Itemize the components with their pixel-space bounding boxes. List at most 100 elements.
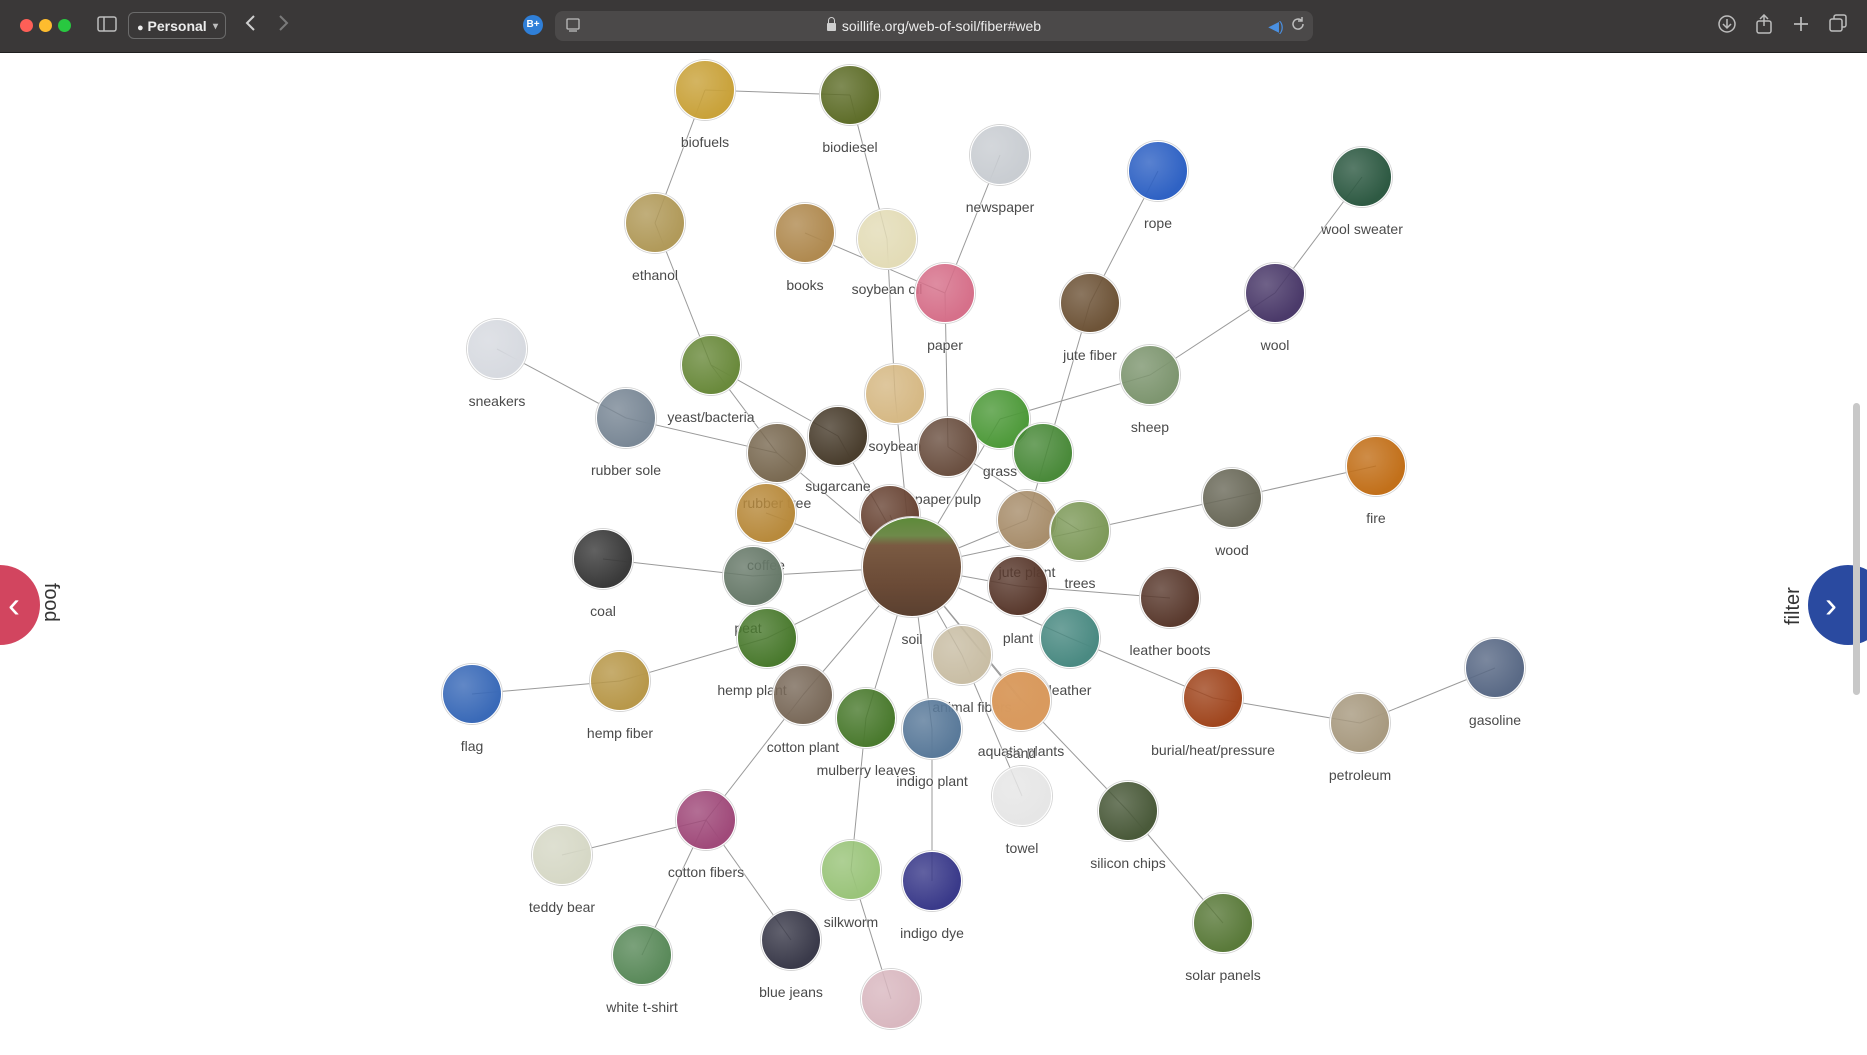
tabs-overview-icon[interactable]	[1826, 14, 1850, 38]
node-mulberry-leaves[interactable]	[836, 688, 896, 748]
node-label[interactable]: hemp plant	[717, 682, 787, 698]
node-label[interactable]: petroleum	[1328, 767, 1392, 783]
node-label[interactable]: leather boots	[1129, 642, 1211, 658]
node-label[interactable]: blue jeans	[759, 984, 823, 1000]
node-label[interactable]: sand	[1005, 745, 1037, 761]
profile-menu-button[interactable]: ● Personal ▾	[128, 12, 226, 39]
node-label[interactable]: white t-shirt	[606, 999, 678, 1015]
node-cotton-fibers[interactable]	[676, 790, 736, 850]
node-paper[interactable]	[915, 263, 975, 323]
node-hemp-fiber[interactable]	[590, 651, 650, 711]
node-cotton-plant[interactable]	[773, 665, 833, 725]
node-silk[interactable]	[861, 969, 921, 1029]
node-soybean-oil[interactable]	[857, 209, 917, 269]
node-label[interactable]: coal	[590, 603, 616, 619]
node-rubber-tree[interactable]	[747, 423, 807, 483]
node-sand[interactable]	[991, 671, 1051, 731]
extension-icon[interactable]: B+	[523, 15, 543, 35]
node-plant[interactable]	[988, 556, 1048, 616]
node-label[interactable]: books	[786, 277, 824, 293]
node-petroleum[interactable]	[1330, 693, 1390, 753]
node-label[interactable]: rope	[1143, 215, 1173, 231]
node-sheep[interactable]	[1120, 345, 1180, 405]
node-silkworm[interactable]	[821, 840, 881, 900]
node-label[interactable]: biofuels	[680, 134, 730, 150]
node-animal-fibers[interactable]	[932, 625, 992, 685]
node-label[interactable]: leather	[1048, 682, 1092, 698]
node-label[interactable]: silkworm	[823, 914, 879, 930]
node-indigo-dye[interactable]	[902, 851, 962, 911]
node-label[interactable]: flag	[460, 738, 484, 754]
node-label[interactable]: towel	[1005, 840, 1039, 856]
node-soybean[interactable]	[865, 364, 925, 424]
node-hemp-plant[interactable]	[737, 608, 797, 668]
node-coal[interactable]	[573, 529, 633, 589]
node-label[interactable]: newspaper	[965, 199, 1035, 215]
node-label[interactable]: teddy bear	[528, 899, 596, 915]
node-label[interactable]: ethanol	[632, 267, 678, 283]
sidebar-icon[interactable]	[95, 14, 119, 38]
node-soil[interactable]	[862, 517, 962, 617]
node-label[interactable]: wool	[1260, 337, 1290, 353]
node-label[interactable]: grass	[982, 463, 1018, 479]
node-gasoline[interactable]	[1465, 638, 1525, 698]
reader-icon[interactable]	[561, 14, 585, 38]
node-label[interactable]: biodiesel	[822, 139, 878, 155]
next-section-label[interactable]: filter	[1782, 587, 1804, 625]
node-label[interactable]: wool sweater	[1321, 221, 1403, 237]
reload-icon[interactable]	[1286, 14, 1310, 38]
node-blue-jeans[interactable]	[761, 910, 821, 970]
node-burial[interactable]	[1183, 668, 1243, 728]
node-label[interactable]: trees	[1064, 575, 1096, 591]
node-bamboo[interactable]	[1013, 423, 1073, 483]
node-wood[interactable]	[1202, 468, 1262, 528]
node-wool[interactable]	[1245, 263, 1305, 323]
node-label[interactable]: wood	[1215, 542, 1249, 558]
node-leather[interactable]	[1040, 608, 1100, 668]
url-text[interactable]: soillife.org/web-of-soil/fiber#web	[555, 11, 1313, 41]
node-label[interactable]: soybean oil	[851, 281, 923, 297]
node-indigo-plant[interactable]	[902, 699, 962, 759]
node-flag[interactable]	[442, 664, 502, 724]
node-label[interactable]: silicon chips	[1090, 855, 1166, 871]
node-label[interactable]: hemp fiber	[586, 725, 654, 741]
node-sugarcane[interactable]	[808, 406, 868, 466]
node-newspaper[interactable]	[970, 125, 1030, 185]
node-solar-panels[interactable]	[1193, 893, 1253, 953]
node-jute-fiber[interactable]	[1060, 273, 1120, 333]
node-fire[interactable]	[1346, 436, 1406, 496]
node-label[interactable]: indigo plant	[896, 773, 968, 789]
node-label[interactable]: plant	[1002, 630, 1034, 646]
node-wool-sweater[interactable]	[1332, 147, 1392, 207]
node-paper-pulp[interactable]	[918, 417, 978, 477]
share-icon[interactable]	[1752, 13, 1776, 38]
node-label[interactable]: soil	[901, 631, 923, 647]
node-leather-boots[interactable]	[1140, 568, 1200, 628]
node-ethanol[interactable]	[625, 193, 685, 253]
node-label[interactable]: indigo dye	[900, 925, 964, 941]
node-label[interactable]: rubber sole	[590, 462, 662, 478]
node-label[interactable]: sneakers	[468, 393, 526, 409]
scrollbar[interactable]	[1853, 403, 1860, 695]
node-label[interactable]: gasoline	[1468, 712, 1522, 728]
node-towel[interactable]	[992, 766, 1052, 826]
speaker-icon[interactable]: ◀)	[1268, 18, 1284, 34]
node-label[interactable]: yeast/bacteria	[667, 409, 755, 425]
node-teddy-bear[interactable]	[532, 825, 592, 885]
prev-section-label[interactable]: food	[40, 583, 62, 622]
node-rubber-sole[interactable]	[596, 388, 656, 448]
node-label[interactable]: sheep	[1130, 419, 1170, 435]
node-peat[interactable]	[723, 546, 783, 606]
node-label[interactable]: fire	[1366, 510, 1386, 526]
node-trees[interactable]	[1050, 501, 1110, 561]
zoom-window-button[interactable]	[58, 19, 71, 32]
node-biofuels[interactable]	[675, 60, 735, 120]
back-icon[interactable]	[238, 14, 262, 38]
node-label[interactable]: soybean	[868, 438, 922, 454]
node-label[interactable]: paper	[927, 337, 963, 353]
node-label[interactable]: cotton plant	[766, 739, 840, 755]
download-icon[interactable]	[1715, 14, 1739, 38]
node-label[interactable]: sugarcane	[805, 478, 871, 494]
node-label[interactable]: aquatic plants	[977, 743, 1065, 759]
close-window-button[interactable]	[20, 19, 33, 32]
